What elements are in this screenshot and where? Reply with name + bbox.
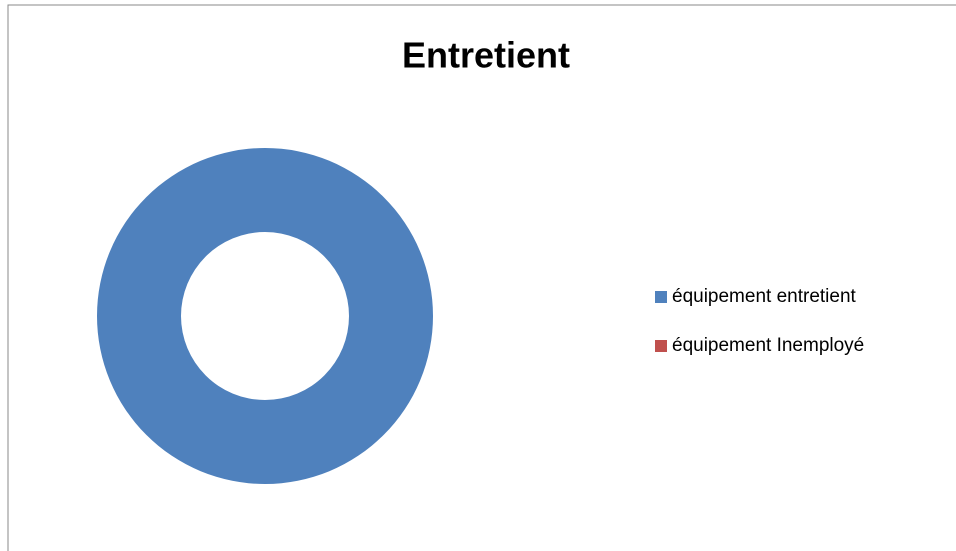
legend-label: équipement entretient [672, 286, 857, 307]
legend-swatch [655, 291, 667, 303]
chart-title: Entretient [402, 35, 570, 76]
legend-swatch [655, 340, 667, 352]
chart-frame [7, 4, 956, 551]
legend-label: équipement Inemployé [672, 335, 864, 356]
donut-slice [97, 148, 433, 484]
